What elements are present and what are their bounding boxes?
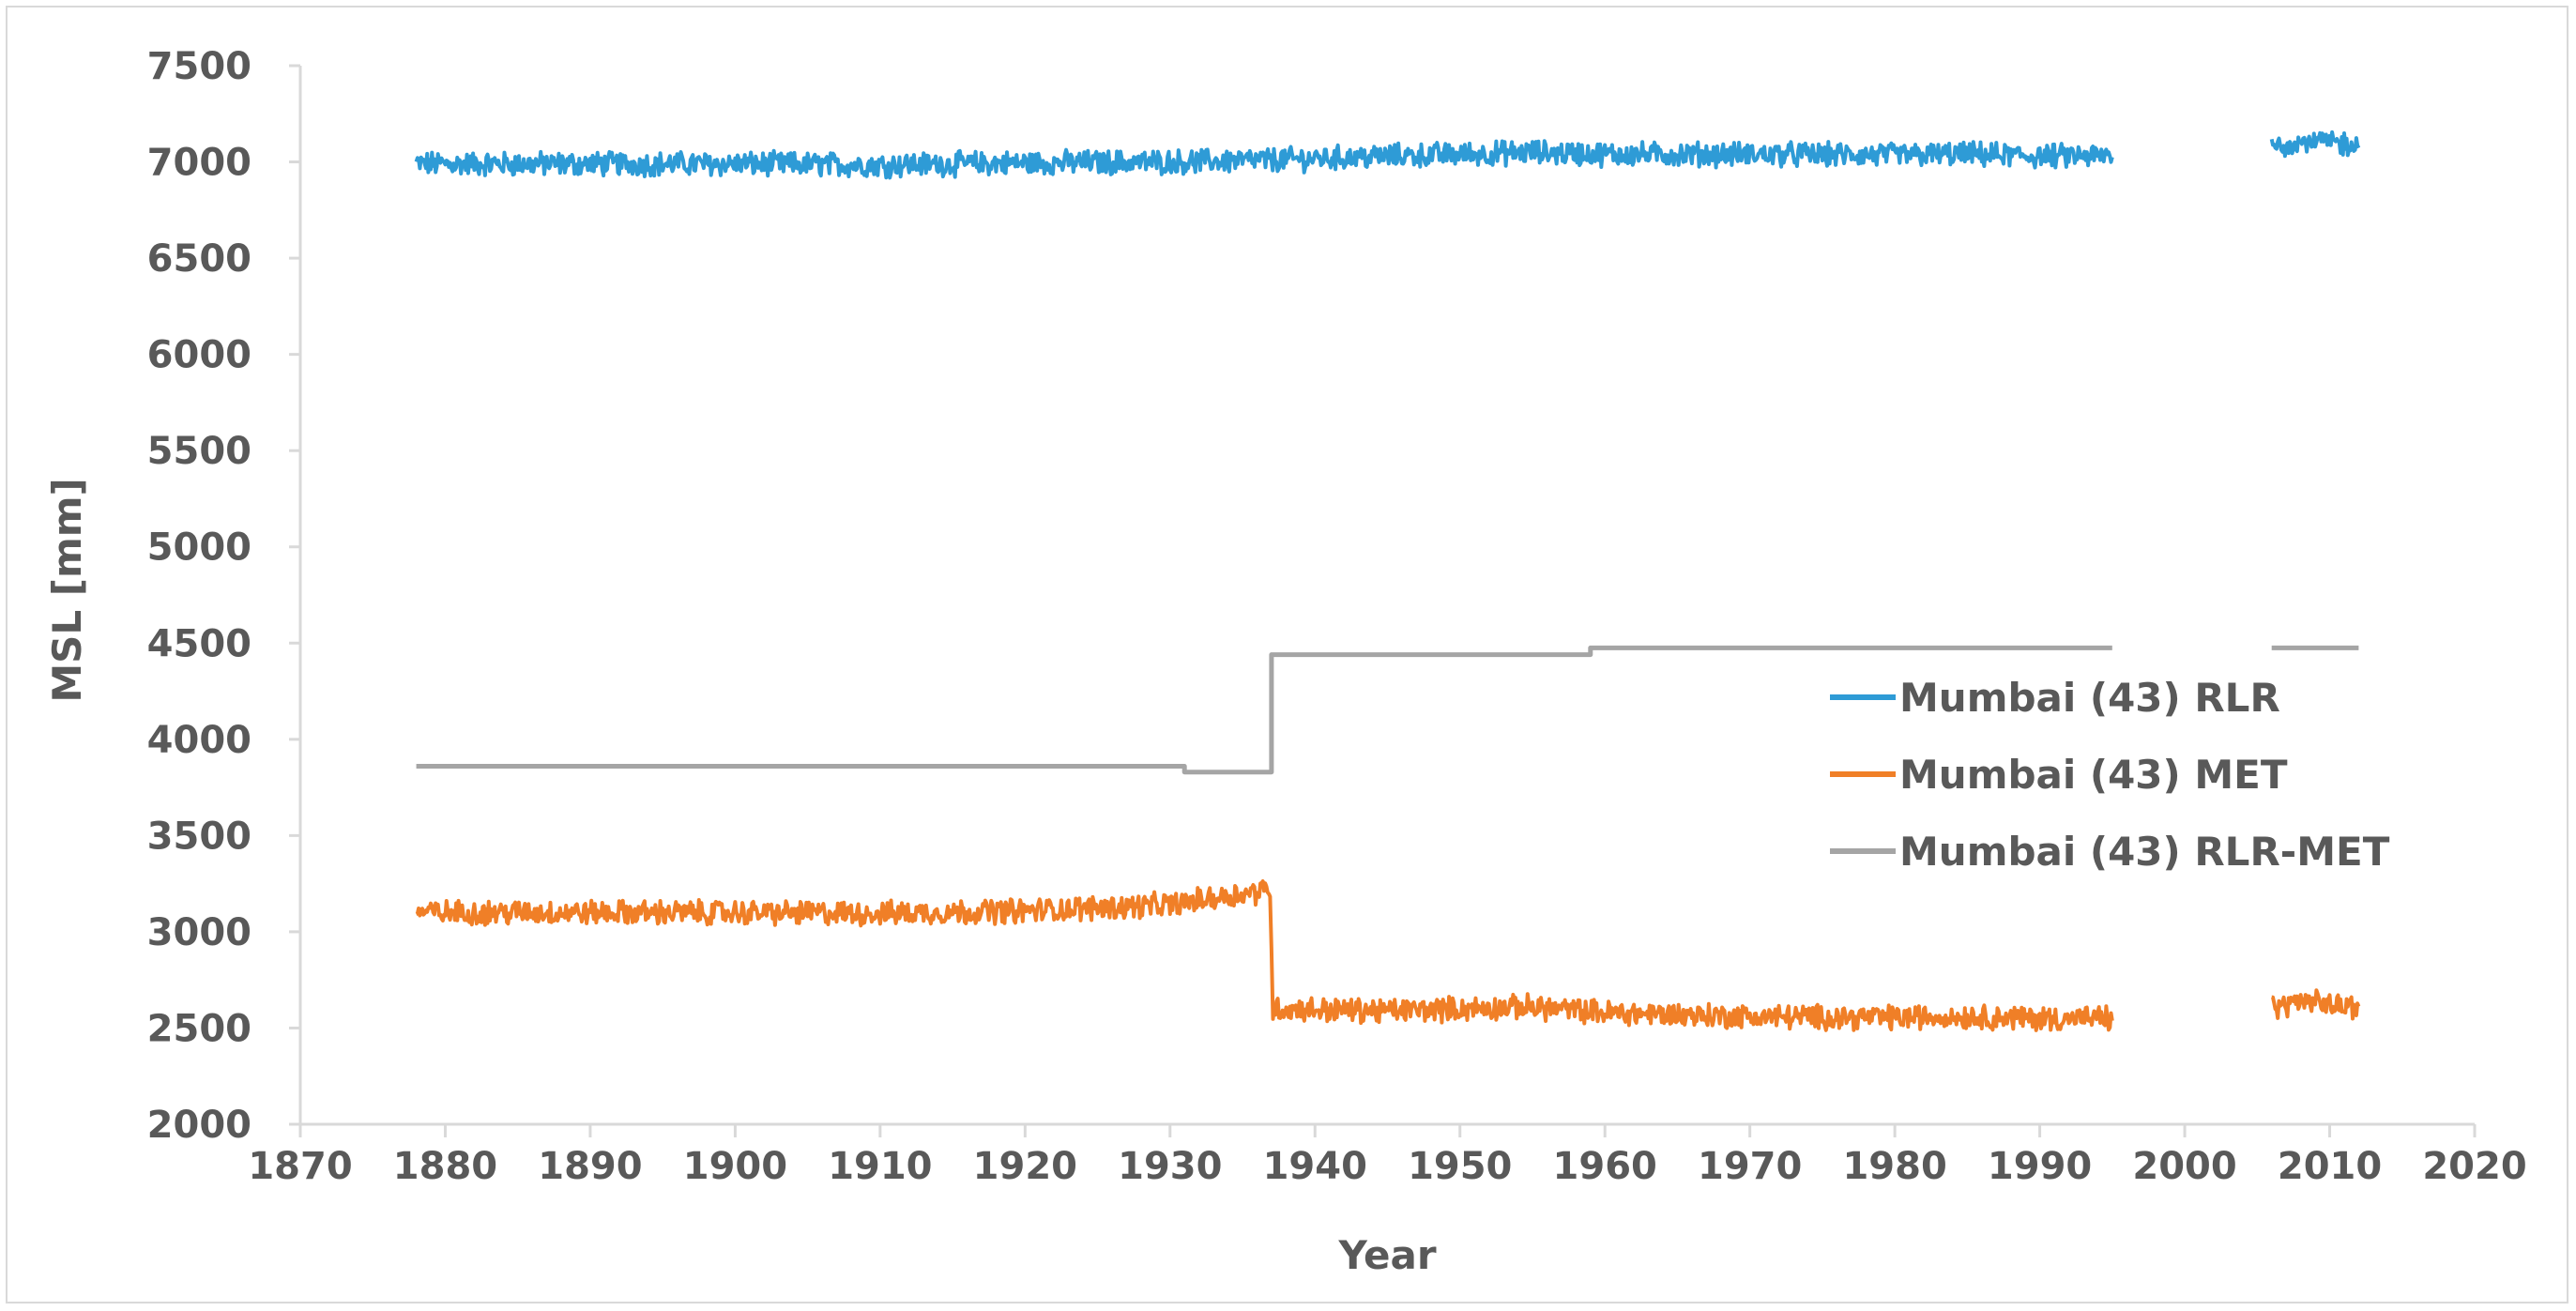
- x-tick-label: 1870: [248, 1145, 352, 1188]
- x-tick-label: 1970: [1698, 1145, 1802, 1188]
- series-line: [416, 645, 2112, 775]
- x-tick-label: 1930: [1118, 1145, 1222, 1188]
- x-tick-label: 1910: [828, 1145, 932, 1188]
- series-1: [414, 130, 2361, 180]
- y-tick-label: 2500: [147, 1007, 252, 1050]
- y-tick-label: 4500: [147, 622, 252, 665]
- x-tick-label: 2020: [2422, 1145, 2526, 1188]
- y-tick-label: 3000: [147, 911, 252, 954]
- x-tick-labels: 1870 1880 1890 1900 1910 1920 1930 1940 1950 1960…: [248, 1124, 2527, 1188]
- series-line: [2271, 988, 2361, 1021]
- x-tick-label: 1920: [973, 1145, 1077, 1188]
- x-tick-label: 1900: [683, 1145, 787, 1188]
- y-tick-label: 2000: [147, 1104, 252, 1147]
- y-axis-title: MSL [mm]: [44, 478, 90, 702]
- series-3: [416, 645, 2359, 775]
- axes: [298, 66, 2475, 1126]
- x-tick-label: 1880: [393, 1145, 497, 1188]
- x-axis-title: Year: [1337, 1232, 1436, 1278]
- y-tick-label: 5000: [147, 526, 252, 570]
- legend-label: Mumbai (43) MET: [1899, 752, 2288, 798]
- y-tick-label: 7000: [147, 142, 252, 185]
- y-tick-label: 6000: [147, 334, 252, 377]
- y-tick-label: 5500: [147, 430, 252, 473]
- x-tick-label: 1940: [1263, 1145, 1367, 1188]
- series-2: [415, 879, 2361, 1032]
- x-tick-label: 1980: [1842, 1145, 1946, 1188]
- legend: Mumbai (43) RLR Mumbai (43) MET Mumbai (43…: [1830, 675, 2390, 875]
- y-tick-label: 7500: [147, 45, 252, 88]
- series-line: [414, 139, 2114, 180]
- x-tick-label: 1960: [1553, 1145, 1657, 1188]
- x-tick-label: 1890: [538, 1145, 642, 1188]
- x-tick-label: 2010: [2278, 1145, 2382, 1188]
- x-tick-label: 2000: [2132, 1145, 2236, 1188]
- y-tick-labels: 2000 2500 3000 3500 4000 4500 5000 5500 6000 6500…: [147, 45, 300, 1147]
- legend-label: Mumbai (43) RLR: [1899, 675, 2280, 721]
- y-tick-label: 3500: [147, 815, 252, 858]
- legend-label: Mumbai (43) RLR-MET: [1899, 829, 2390, 875]
- y-tick-label: 6500: [147, 237, 252, 281]
- x-tick-label: 1990: [1988, 1145, 2092, 1188]
- y-tick-label: 4000: [147, 719, 252, 762]
- series-line: [2269, 130, 2361, 159]
- plot-area: [414, 130, 2361, 1032]
- x-tick-label: 1950: [1408, 1145, 1512, 1188]
- series-line: [415, 879, 2114, 1032]
